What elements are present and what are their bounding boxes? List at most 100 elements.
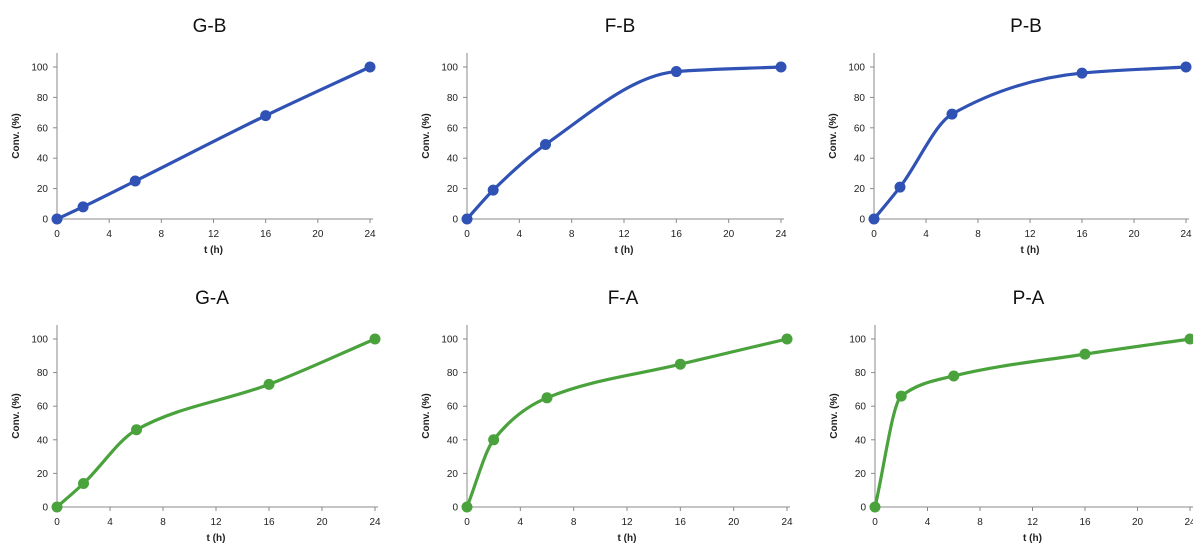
chart-title: G-B bbox=[193, 16, 227, 37]
y-tick-label: 80 bbox=[447, 368, 459, 379]
data-point bbox=[263, 378, 275, 390]
series-line bbox=[872, 65, 1188, 221]
x-tick-label: 16 bbox=[1076, 229, 1088, 240]
y-tick-label: 60 bbox=[855, 402, 867, 413]
y-axis-label: Conv. (%) bbox=[421, 393, 432, 438]
x-tick-label: 0 bbox=[54, 517, 60, 528]
chart-title: G-A bbox=[195, 288, 229, 309]
y-tick-label: 0 bbox=[452, 503, 458, 514]
y-tick-label: 100 bbox=[31, 63, 48, 74]
data-point bbox=[541, 392, 553, 404]
data-point bbox=[461, 213, 473, 225]
x-tick-label: 4 bbox=[107, 517, 113, 528]
y-tick-label: 80 bbox=[447, 93, 459, 104]
chart-title: P-A bbox=[1013, 288, 1045, 309]
x-tick-label: 20 bbox=[312, 229, 324, 240]
x-axis-label: t (h) bbox=[1021, 245, 1040, 256]
data-point bbox=[869, 501, 881, 513]
x-tick-label: 4 bbox=[106, 229, 112, 240]
series-line bbox=[873, 337, 1192, 509]
x-tick-label: 16 bbox=[671, 229, 683, 240]
y-tick-label: 20 bbox=[37, 184, 49, 195]
series-line bbox=[465, 337, 789, 509]
data-point bbox=[487, 184, 499, 196]
x-tick-label: 0 bbox=[871, 229, 877, 240]
x-tick-label: 0 bbox=[464, 517, 470, 528]
data-point bbox=[894, 181, 906, 193]
data-point bbox=[868, 213, 880, 225]
x-axis-label: t (h) bbox=[1023, 533, 1042, 544]
data-point bbox=[674, 358, 686, 370]
data-point bbox=[1079, 348, 1091, 360]
data-point bbox=[781, 333, 793, 345]
x-tick-label: 20 bbox=[1128, 229, 1140, 240]
x-tick-label: 12 bbox=[210, 517, 222, 528]
y-tick-label: 20 bbox=[37, 469, 49, 480]
x-tick-label: 12 bbox=[618, 229, 630, 240]
x-tick-label: 4 bbox=[518, 517, 524, 528]
data-point bbox=[1180, 61, 1192, 73]
data-point bbox=[948, 370, 960, 382]
x-tick-label: 24 bbox=[364, 229, 376, 240]
x-tick-label: 20 bbox=[1132, 517, 1144, 528]
y-tick-label: 60 bbox=[854, 123, 866, 134]
x-tick-label: 8 bbox=[571, 517, 577, 528]
chart-panel-g-b: G-B 0 20 40 60 80 100 0 4 8 12 16 20 24 t (h) Conv. (%) bbox=[11, 16, 376, 256]
x-tick-label: 8 bbox=[569, 229, 575, 240]
data-point bbox=[488, 434, 500, 446]
y-tick-label: 40 bbox=[37, 435, 49, 446]
data-point bbox=[775, 61, 787, 73]
y-tick-label: 40 bbox=[447, 435, 459, 446]
chart-panel-f-b: F-B 0 20 40 60 80 100 0 4 8 12 16 20 24 t (h) Conv. (%) bbox=[421, 16, 787, 256]
y-tick-label: 40 bbox=[37, 154, 49, 165]
x-axis-label: t (h) bbox=[204, 245, 223, 256]
x-tick-label: 24 bbox=[1180, 229, 1192, 240]
data-point bbox=[895, 390, 907, 402]
data-point bbox=[131, 424, 142, 436]
data-point bbox=[51, 501, 63, 513]
x-tick-label: 8 bbox=[160, 517, 166, 528]
x-axis-label: t (h) bbox=[618, 533, 637, 544]
data-point bbox=[129, 175, 141, 187]
x-tick-label: 16 bbox=[675, 517, 687, 528]
y-tick-label: 100 bbox=[441, 335, 458, 346]
y-axis-label: Conv. (%) bbox=[11, 113, 22, 158]
data-point bbox=[260, 110, 272, 122]
x-tick-label: 20 bbox=[723, 229, 735, 240]
y-tick-label: 20 bbox=[854, 184, 866, 195]
x-axis-label: t (h) bbox=[615, 245, 634, 256]
x-tick-label: 12 bbox=[208, 229, 220, 240]
x-tick-label: 8 bbox=[977, 517, 983, 528]
y-tick-label: 100 bbox=[848, 63, 865, 74]
x-tick-label: 0 bbox=[464, 229, 470, 240]
x-tick-label: 8 bbox=[975, 229, 981, 240]
y-tick-label: 20 bbox=[447, 469, 459, 480]
y-tick-label: 60 bbox=[37, 402, 49, 413]
chart-panel-f-a: F-A 0 20 40 60 80 100 0 4 8 12 16 20 24 t (h) Conv. (%) bbox=[421, 288, 793, 544]
x-tick-label: 0 bbox=[872, 517, 878, 528]
x-tick-label: 16 bbox=[260, 229, 272, 240]
series-line bbox=[55, 337, 377, 509]
x-tick-label: 12 bbox=[621, 517, 633, 528]
x-tick-label: 20 bbox=[728, 517, 740, 528]
y-tick-label: 20 bbox=[855, 469, 867, 480]
x-tick-label: 4 bbox=[925, 517, 931, 528]
series-line bbox=[55, 65, 372, 221]
y-tick-label: 0 bbox=[452, 215, 458, 226]
y-tick-label: 0 bbox=[42, 503, 48, 514]
y-tick-label: 40 bbox=[447, 154, 459, 165]
y-tick-label: 100 bbox=[441, 63, 458, 74]
x-tick-label: 24 bbox=[775, 229, 787, 240]
y-tick-label: 60 bbox=[447, 402, 459, 413]
data-point bbox=[364, 61, 376, 73]
x-axis-label: t (h) bbox=[207, 533, 226, 544]
x-tick-label: 4 bbox=[923, 229, 929, 240]
y-tick-label: 100 bbox=[849, 335, 866, 346]
y-tick-label: 100 bbox=[31, 335, 48, 346]
data-point bbox=[670, 66, 682, 78]
chart-title: F-B bbox=[605, 16, 636, 37]
y-tick-label: 0 bbox=[42, 215, 48, 226]
data-point bbox=[369, 333, 381, 345]
x-tick-label: 12 bbox=[1024, 229, 1036, 240]
